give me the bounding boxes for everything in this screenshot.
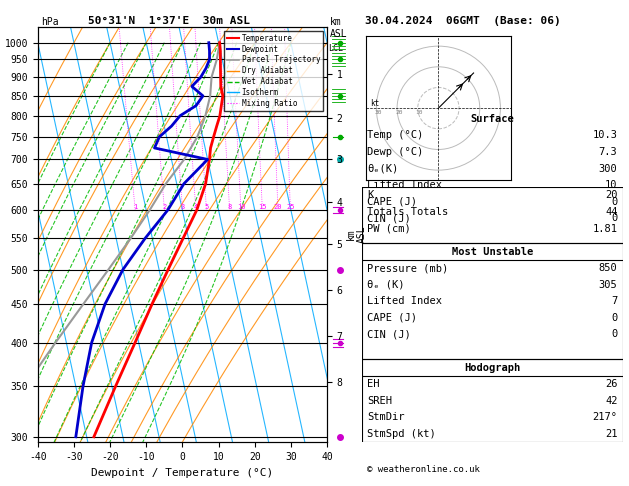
Text: CAPE (J): CAPE (J)	[367, 197, 417, 207]
Text: CIN (J): CIN (J)	[367, 213, 411, 224]
X-axis label: Dewpoint / Temperature (°C): Dewpoint / Temperature (°C)	[91, 468, 274, 478]
Text: 0: 0	[611, 197, 618, 207]
Text: 20: 20	[605, 191, 618, 200]
Text: Totals Totals: Totals Totals	[367, 207, 448, 217]
Text: © weatheronline.co.uk: © weatheronline.co.uk	[367, 465, 479, 474]
Text: CAPE (J): CAPE (J)	[367, 313, 417, 323]
Text: 0: 0	[611, 213, 618, 224]
Text: km
ASL: km ASL	[330, 17, 348, 38]
Text: 0: 0	[611, 313, 618, 323]
Text: 10.3: 10.3	[593, 130, 618, 140]
Text: 10: 10	[237, 204, 245, 210]
Text: 50°31'N  1°37'E  30m ASL: 50°31'N 1°37'E 30m ASL	[88, 16, 250, 26]
Text: 21: 21	[605, 429, 618, 439]
Text: PW (cm): PW (cm)	[367, 224, 411, 234]
Text: LCL: LCL	[328, 44, 343, 53]
Text: 15: 15	[258, 204, 267, 210]
Text: Temp (°C): Temp (°C)	[367, 130, 423, 140]
Text: 1: 1	[133, 204, 137, 210]
Text: Pressure (mb): Pressure (mb)	[367, 263, 448, 273]
Text: CIN (J): CIN (J)	[367, 330, 411, 339]
Text: 7: 7	[611, 296, 618, 306]
Text: 8: 8	[228, 204, 231, 210]
Text: θₑ (K): θₑ (K)	[367, 280, 404, 290]
Text: 850: 850	[599, 263, 618, 273]
Text: 25: 25	[286, 204, 294, 210]
Text: 305: 305	[599, 280, 618, 290]
Text: 26: 26	[605, 379, 618, 389]
Text: EH: EH	[367, 379, 379, 389]
Text: 300: 300	[599, 164, 618, 174]
Text: 30: 30	[374, 110, 382, 115]
Text: 3: 3	[181, 204, 185, 210]
Text: Most Unstable: Most Unstable	[452, 246, 533, 257]
Text: 30.04.2024  06GMT  (Base: 06): 30.04.2024 06GMT (Base: 06)	[365, 16, 560, 26]
Text: kt: kt	[370, 99, 379, 108]
Text: θₑ(K): θₑ(K)	[367, 164, 398, 174]
Text: SREH: SREH	[367, 396, 392, 406]
Text: Dewp (°C): Dewp (°C)	[367, 147, 423, 157]
Text: 20: 20	[274, 204, 282, 210]
Text: Lifted Index: Lifted Index	[367, 296, 442, 306]
Text: 4: 4	[194, 204, 198, 210]
Text: 5: 5	[204, 204, 209, 210]
Text: 42: 42	[605, 396, 618, 406]
Text: 7.3: 7.3	[599, 147, 618, 157]
Text: 44: 44	[605, 207, 618, 217]
Text: StmDir: StmDir	[367, 413, 404, 422]
Text: 10: 10	[605, 180, 618, 190]
Text: 1.81: 1.81	[593, 224, 618, 234]
Text: 217°: 217°	[593, 413, 618, 422]
Text: 0: 0	[611, 330, 618, 339]
Legend: Temperature, Dewpoint, Parcel Trajectory, Dry Adiabat, Wet Adiabat, Isotherm, Mi: Temperature, Dewpoint, Parcel Trajectory…	[224, 31, 323, 111]
Text: hPa: hPa	[41, 17, 58, 27]
Text: StmSpd (kt): StmSpd (kt)	[367, 429, 436, 439]
Text: 20: 20	[395, 110, 403, 115]
Text: K: K	[367, 191, 373, 200]
Text: Lifted Index: Lifted Index	[367, 180, 442, 190]
Text: Surface: Surface	[470, 114, 514, 124]
Text: Hodograph: Hodograph	[464, 363, 520, 373]
Text: 10: 10	[416, 110, 423, 115]
Y-axis label: km
ASL: km ASL	[345, 226, 367, 243]
Text: 2: 2	[162, 204, 167, 210]
